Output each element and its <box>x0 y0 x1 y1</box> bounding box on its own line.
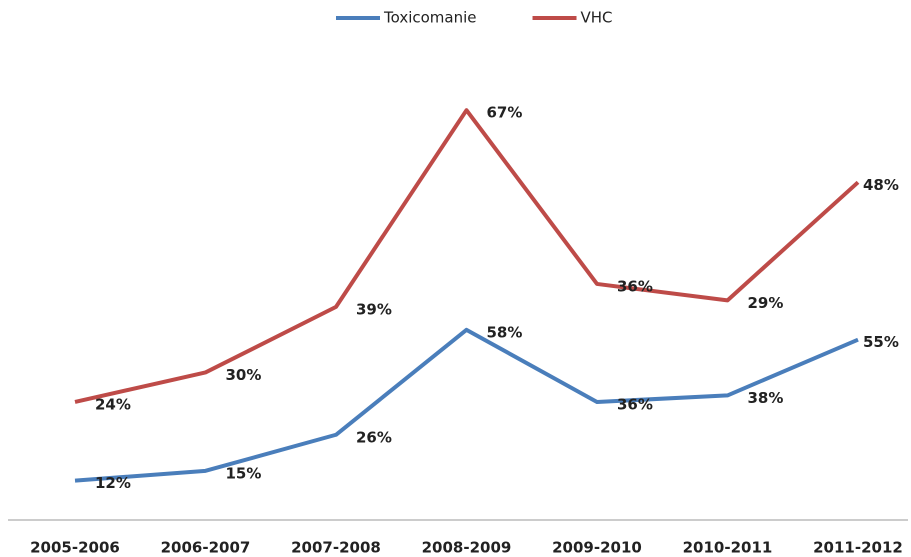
data-label: 15% <box>226 464 262 482</box>
data-label: 38% <box>748 389 784 407</box>
data-label: 67% <box>487 104 523 122</box>
data-label: 29% <box>748 294 784 312</box>
x-tick-label: 2010-2011 <box>683 539 773 557</box>
x-tick-label: 2006-2007 <box>161 539 251 557</box>
data-label: 12% <box>95 474 131 492</box>
legend-label: VHC <box>581 9 613 27</box>
data-label: 24% <box>95 395 131 413</box>
x-tick-label: 2005-2006 <box>30 539 120 557</box>
data-label: 30% <box>226 366 262 384</box>
legend-label: Toxicomanie <box>383 9 477 27</box>
data-label: 48% <box>863 176 899 194</box>
data-label: 55% <box>863 333 899 351</box>
series-line <box>74 327 859 483</box>
series-line <box>74 108 860 404</box>
data-label: 39% <box>356 300 392 318</box>
data-label: 58% <box>487 323 523 341</box>
x-tick-label: 2008-2009 <box>422 539 512 557</box>
x-tick-label: 2009-2010 <box>552 539 642 557</box>
data-label: 36% <box>617 395 653 413</box>
data-label: 26% <box>356 428 392 446</box>
data-label: 36% <box>617 277 653 295</box>
x-tick-label: 2007-2008 <box>291 539 381 557</box>
x-tick-label: 2011-2012 <box>813 539 903 557</box>
